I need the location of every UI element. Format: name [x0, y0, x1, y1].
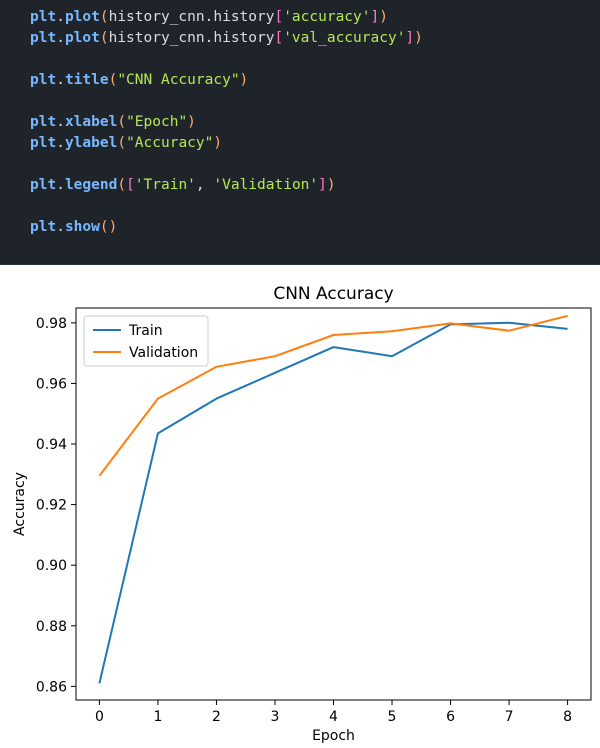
chart-title: CNN Accuracy	[273, 284, 393, 304]
code-token: plt	[30, 30, 57, 46]
x-tick-label: 8	[563, 709, 572, 725]
code-token: "CNN Accuracy"	[117, 72, 240, 88]
code-token: plt	[30, 177, 57, 193]
y-tick-label: 0.88	[36, 619, 67, 635]
y-tick-label: 0.98	[36, 316, 67, 332]
y-tick-label: 0.94	[36, 437, 67, 453]
code-line: plt.ylabel("Accuracy")	[30, 133, 423, 154]
code-token: 'Validation'	[213, 177, 319, 193]
code-token: plt	[30, 72, 57, 88]
code-token: (	[108, 72, 118, 88]
x-axis-label: Epoch	[312, 728, 355, 744]
code-line	[30, 154, 423, 175]
y-tick-label: 0.90	[36, 558, 67, 574]
legend-box	[83, 315, 209, 367]
code-token: .	[56, 30, 65, 46]
x-tick-label: 5	[388, 709, 397, 725]
code-token: xlabel	[64, 114, 118, 130]
code-token: title	[64, 72, 109, 88]
code-token: history	[213, 9, 275, 25]
series-line-train	[98, 321, 568, 684]
y-tick-label: 0.96	[36, 376, 67, 392]
code-token: plt	[30, 114, 57, 130]
code-token: ,	[195, 177, 214, 193]
code-token: 'Train'	[134, 177, 196, 193]
code-token: plt	[30, 9, 57, 25]
code-token: )	[414, 30, 423, 46]
code-token: .	[56, 219, 65, 235]
code-line: plt.legend(['Train', 'Validation'])	[30, 175, 423, 196]
code-line	[30, 49, 423, 70]
code-token: (	[99, 30, 109, 46]
code-token: ]	[318, 177, 327, 193]
code-line	[30, 196, 423, 217]
legend-label: Train	[128, 323, 163, 339]
code-token: [	[126, 177, 135, 193]
code-token: "Epoch"	[126, 114, 188, 130]
code-token: ]	[405, 30, 415, 46]
code-token: .	[56, 114, 65, 130]
code-token: "Accuracy"	[126, 135, 214, 151]
plot-frame	[75, 307, 592, 701]
x-tick-label: 0	[95, 709, 104, 725]
code-token: plt	[30, 219, 57, 235]
code-token: ylabel	[64, 135, 118, 151]
code-token: )	[326, 177, 336, 193]
x-tick-label: 3	[271, 709, 280, 725]
x-tick-label: 6	[446, 709, 455, 725]
x-tick-label: 1	[153, 709, 162, 725]
code-token: )	[379, 9, 388, 25]
code-line: plt.plot(history_cnn.history['val_accura…	[30, 28, 423, 49]
x-tick-label: 7	[505, 709, 514, 725]
code-token: )	[213, 135, 223, 151]
code-token: (	[117, 114, 127, 130]
code-editor[interactable]: plt.plot(history_cnn.history['accuracy']…	[30, 7, 423, 238]
code-line: plt.plot(history_cnn.history['accuracy']…	[30, 7, 423, 28]
x-tick-label: 2	[212, 709, 221, 725]
code-token: )	[187, 114, 196, 130]
legend-label: Validation	[129, 345, 198, 361]
output-area: CNN Accuracy 0.86 0.88 0.90 0.92 0.94 0.96 0.98…	[0, 268, 600, 748]
code-token: .	[56, 9, 65, 25]
code-token: history_cnn	[108, 9, 205, 25]
series-line-validation	[98, 314, 568, 477]
code-token: )	[239, 72, 249, 88]
code-line: plt.xlabel("Epoch")	[30, 112, 423, 133]
code-token: .	[56, 177, 65, 193]
code-token: legend	[64, 177, 118, 193]
code-token: (	[117, 135, 127, 151]
code-token: [	[274, 30, 284, 46]
code-token: plt	[30, 135, 57, 151]
code-line: plt.show()	[30, 217, 423, 238]
code-token: (	[117, 177, 127, 193]
code-token: history_cnn	[108, 30, 205, 46]
code-token: ()	[99, 219, 118, 235]
code-token: [	[274, 9, 284, 25]
code-token: .	[204, 30, 214, 46]
code-line	[30, 91, 423, 112]
code-token: history	[213, 30, 275, 46]
code-token: 'accuracy'	[283, 9, 371, 25]
code-token: .	[204, 9, 214, 25]
code-token: plot	[64, 9, 100, 25]
code-cell[interactable]: plt.plot(history_cnn.history['accuracy']…	[0, 0, 600, 265]
code-line: plt.title("CNN Accuracy")	[30, 70, 423, 91]
code-token: show	[64, 219, 100, 235]
code-token: ]	[370, 9, 380, 25]
code-token: 'val_accuracy'	[283, 30, 406, 46]
code-token: plot	[64, 30, 100, 46]
accuracy-plot: CNN Accuracy 0.86 0.88 0.90 0.92 0.94 0.96 0.98…	[12, 284, 592, 744]
code-token: .	[56, 135, 65, 151]
code-token: .	[56, 72, 65, 88]
x-tick-label: 4	[329, 709, 338, 725]
y-tick-label: 0.92	[36, 498, 67, 514]
code-token: (	[99, 9, 109, 25]
y-axis-label: Accuracy	[12, 472, 28, 536]
y-tick-label: 0.86	[36, 679, 67, 695]
